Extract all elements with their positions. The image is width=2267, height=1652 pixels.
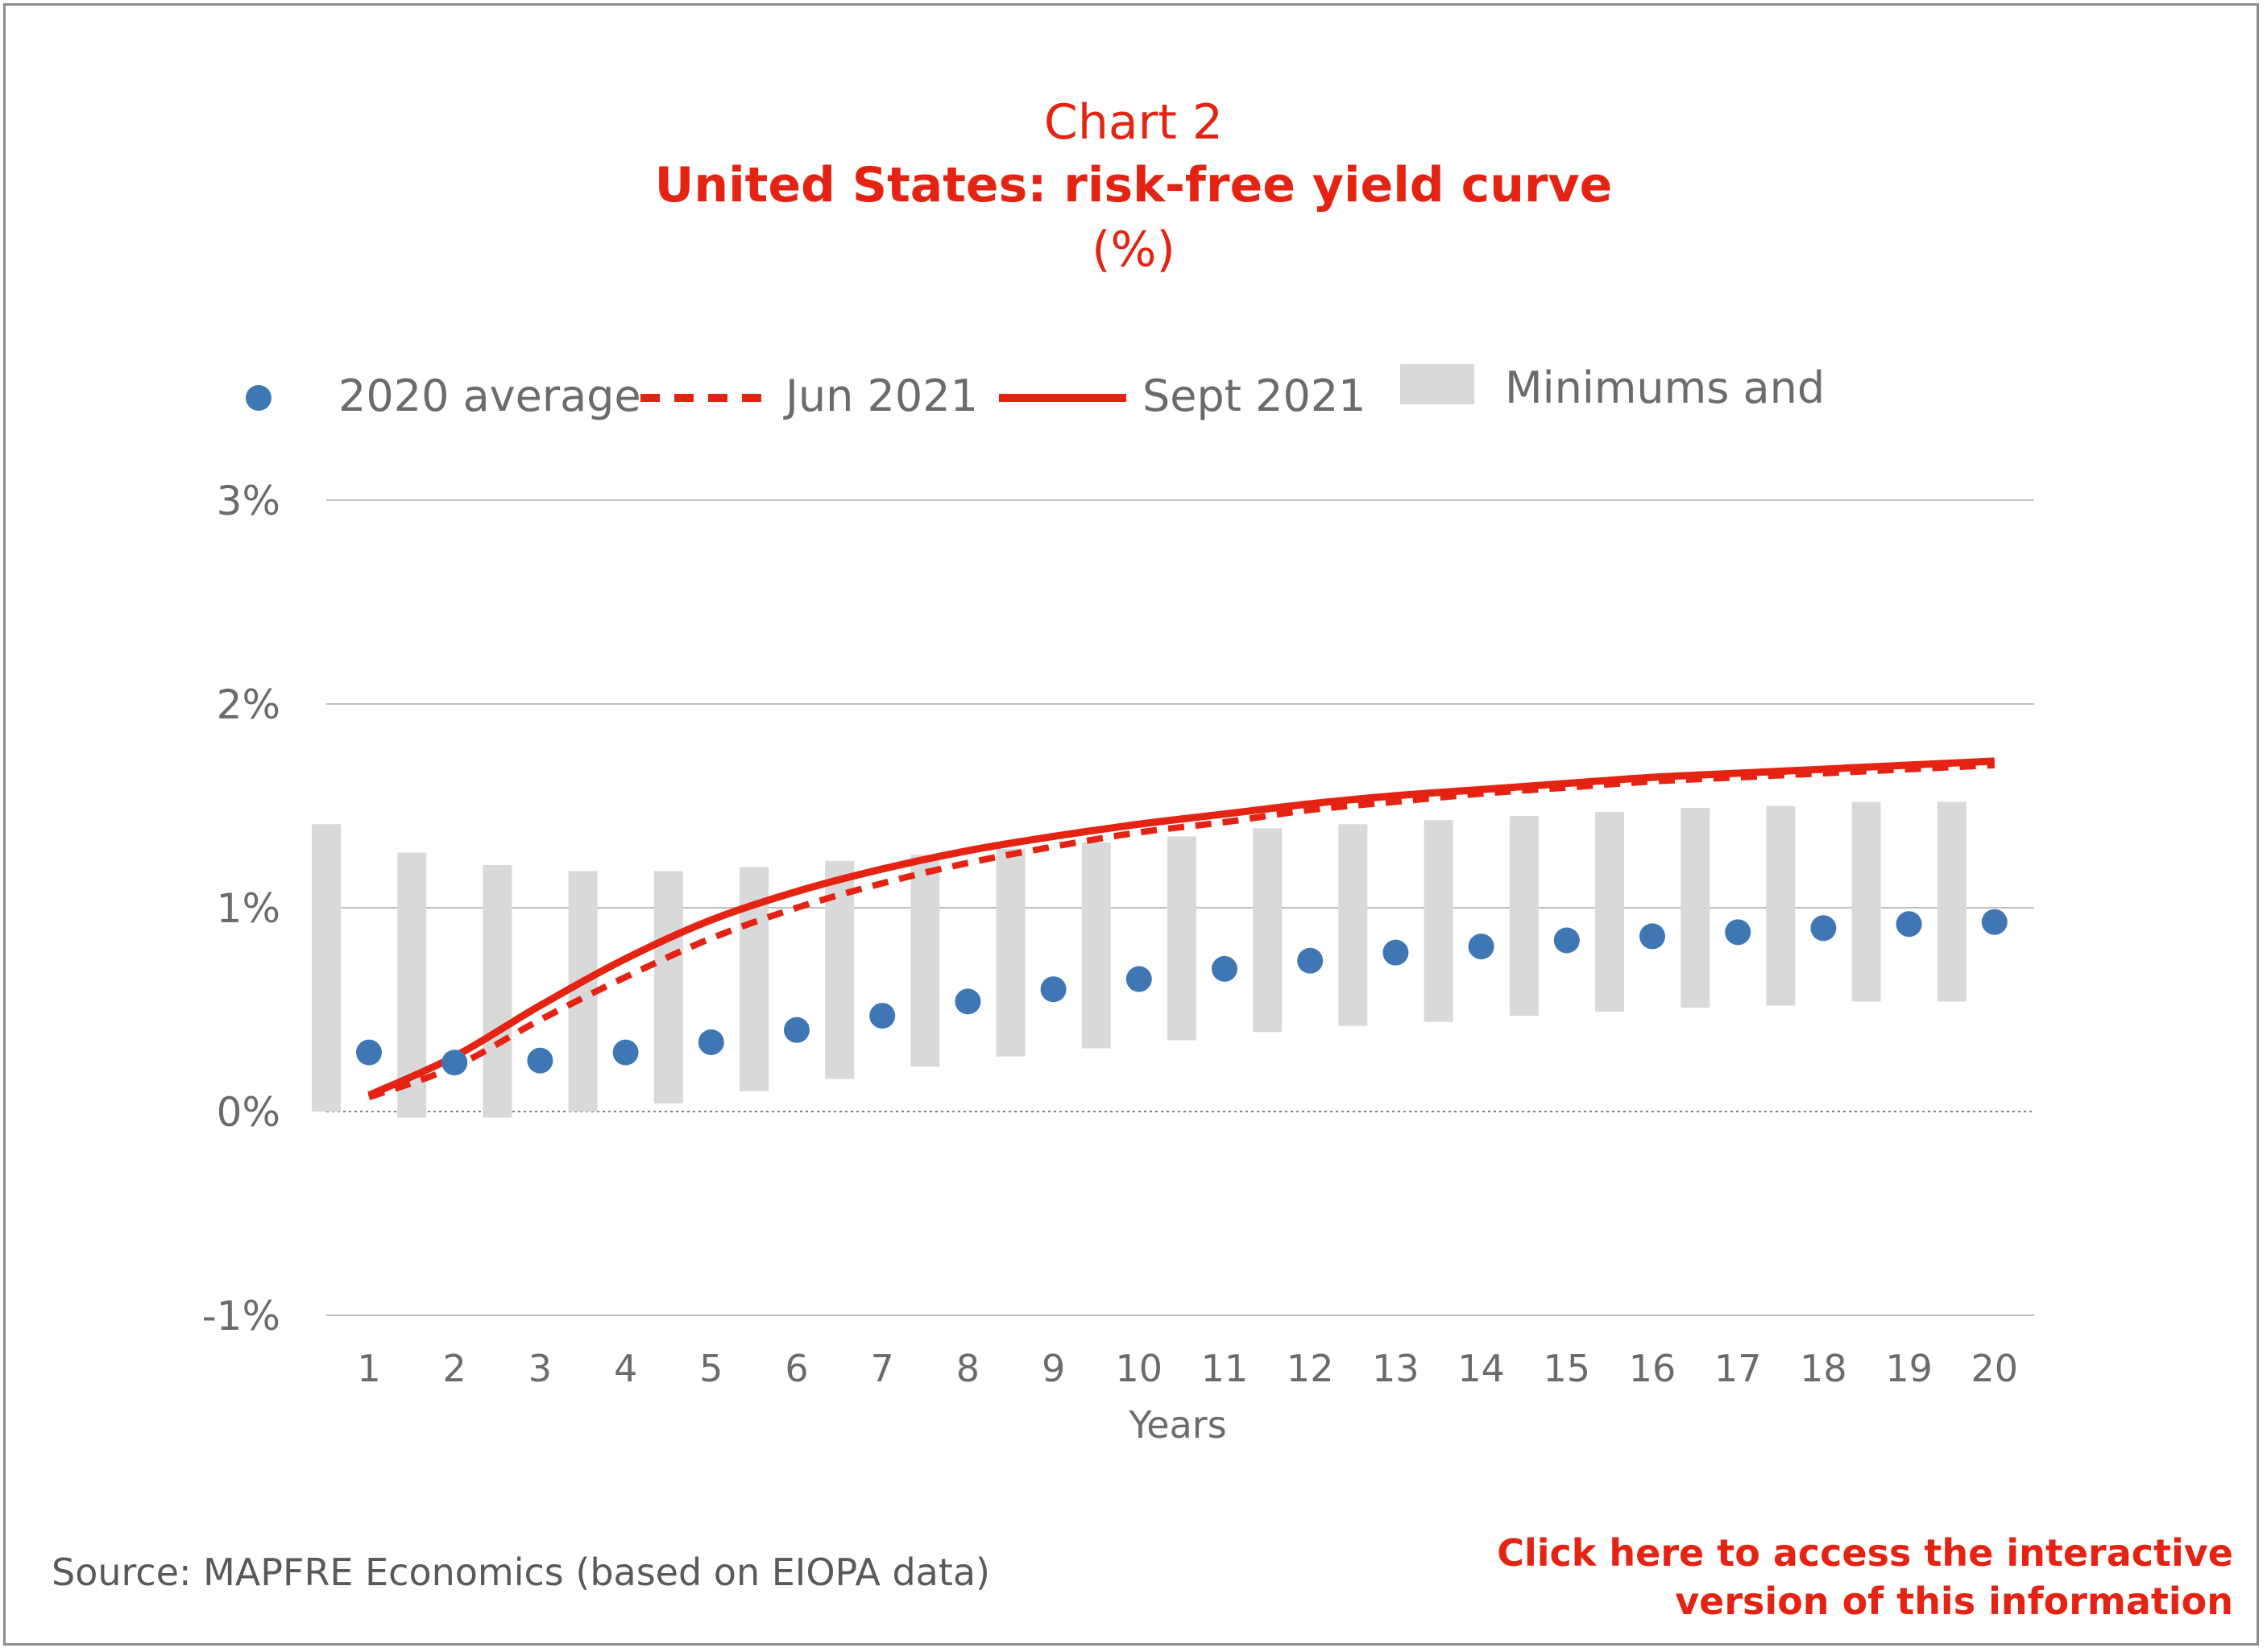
avg-dot-13 [1382, 939, 1409, 966]
range-bar-13 [1338, 824, 1368, 1026]
range-bar-9 [996, 848, 1026, 1057]
y-tick-label-4: 3% [217, 478, 280, 524]
x-tick-label-16: 16 [1629, 1347, 1676, 1390]
avg-dot-9 [1040, 976, 1067, 1003]
y-tick-label-3: 2% [217, 681, 280, 728]
range-bar-16 [1595, 812, 1624, 1012]
x-tick-label-7: 7 [871, 1347, 894, 1390]
avg-dot-16 [1639, 923, 1665, 950]
x-tick-label-20: 20 [1971, 1347, 2019, 1390]
source-note: Source: MAPFRE Economics (based on EIOPA… [52, 1551, 991, 1594]
x-tick-label-3: 3 [528, 1347, 552, 1390]
chart-title: United States: risk-free yield curve [654, 157, 1613, 213]
x-tick-label-9: 9 [1042, 1347, 1065, 1390]
x-axis-title: Years [1128, 1403, 1226, 1447]
legend-avg-marker [246, 385, 271, 411]
range-bar-17 [1681, 808, 1710, 1008]
x-tick-label-17: 17 [1714, 1347, 1762, 1390]
x-tick-label-10: 10 [1116, 1347, 1163, 1390]
x-tick-label-2: 2 [443, 1347, 466, 1390]
legend-label-avg: 2020 average [338, 371, 641, 421]
y-tick-label-2: 1% [217, 885, 280, 932]
line-jun-2021 [367, 761, 1995, 1101]
avg-dot-11 [1212, 955, 1237, 982]
series-lines [367, 757, 1996, 1101]
range-bar-3 [483, 864, 512, 1118]
y-tick-label-1: 0% [217, 1089, 280, 1136]
avg-dot-1 [356, 1039, 382, 1066]
range-bars [312, 801, 1967, 1118]
avg-dot-17 [1725, 919, 1751, 946]
x-tick-label-15: 15 [1544, 1347, 1591, 1390]
avg-dot-18 [1810, 915, 1837, 942]
interactive-link-line2[interactable]: version of this information [1675, 1580, 2233, 1623]
x-axis-labels: 1 2 3 4 5 6 7 8 9 10 11 12 13 14 15 16 17 18 19 20 [357, 1347, 2018, 1390]
x-tick-label-13: 13 [1372, 1347, 1419, 1390]
x-tick-label-5: 5 [699, 1347, 723, 1390]
avg-dot-19 [1896, 911, 1922, 938]
avg-dot-14 [1468, 934, 1494, 960]
y-tick-label-0: -1% [202, 1293, 280, 1339]
range-bar-14 [1424, 820, 1453, 1022]
chart-unit: (%) [1092, 222, 1175, 278]
range-bar-20 [1937, 801, 1967, 1002]
range-bar-12 [1253, 828, 1283, 1033]
legend-label-minmax: Minimums and [1505, 362, 1826, 413]
legend-label-sept: Sept 2021 [1142, 371, 1366, 421]
avg-dot-8 [955, 988, 981, 1015]
range-bar-15 [1509, 816, 1539, 1016]
x-tick-label-8: 8 [956, 1347, 980, 1390]
interactive-link-line1[interactable]: Click here to access the interactive [1497, 1531, 2233, 1575]
x-tick-label-6: 6 [785, 1347, 808, 1390]
chart-number: Chart 2 [1043, 94, 1224, 151]
avg-dot-12 [1297, 947, 1324, 974]
x-tick-label-11: 11 [1201, 1347, 1249, 1390]
avg-dot-20 [1981, 909, 2008, 935]
avg-dot-15 [1553, 927, 1580, 954]
range-bar-1 [312, 824, 341, 1112]
avg-dot-6 [784, 1016, 810, 1043]
legend-minmax-marker [1400, 364, 1474, 404]
range-bar-5 [653, 871, 683, 1103]
avg-dot-10 [1125, 966, 1152, 992]
range-bar-18 [1766, 805, 1796, 1006]
avg-dot-2 [441, 1050, 468, 1076]
range-bar-10 [1081, 843, 1111, 1049]
interactive-link[interactable]: Click here to access the interactive ver… [1497, 1529, 2233, 1625]
average-dots [356, 909, 2008, 1076]
avg-dot-5 [698, 1029, 724, 1055]
x-tick-label-19: 19 [1885, 1347, 1933, 1390]
x-tick-label-1: 1 [357, 1347, 380, 1390]
y-axis-labels: -1% 0% 1% 2% 3% [202, 478, 280, 1339]
avg-dot-7 [869, 1003, 896, 1029]
x-tick-label-12: 12 [1287, 1347, 1334, 1390]
line-sept-2021 [367, 757, 1996, 1099]
x-tick-label-4: 4 [614, 1347, 637, 1390]
legend-marks [246, 364, 1474, 411]
avg-dot-3 [527, 1047, 553, 1074]
range-bar-8 [910, 855, 940, 1067]
range-bar-19 [1851, 801, 1881, 1002]
range-bar-11 [1167, 836, 1196, 1041]
x-tick-label-18: 18 [1800, 1347, 1847, 1390]
avg-dot-4 [612, 1039, 639, 1066]
legend-label-jun: Jun 2021 [785, 371, 978, 421]
x-tick-label-14: 14 [1457, 1347, 1505, 1390]
